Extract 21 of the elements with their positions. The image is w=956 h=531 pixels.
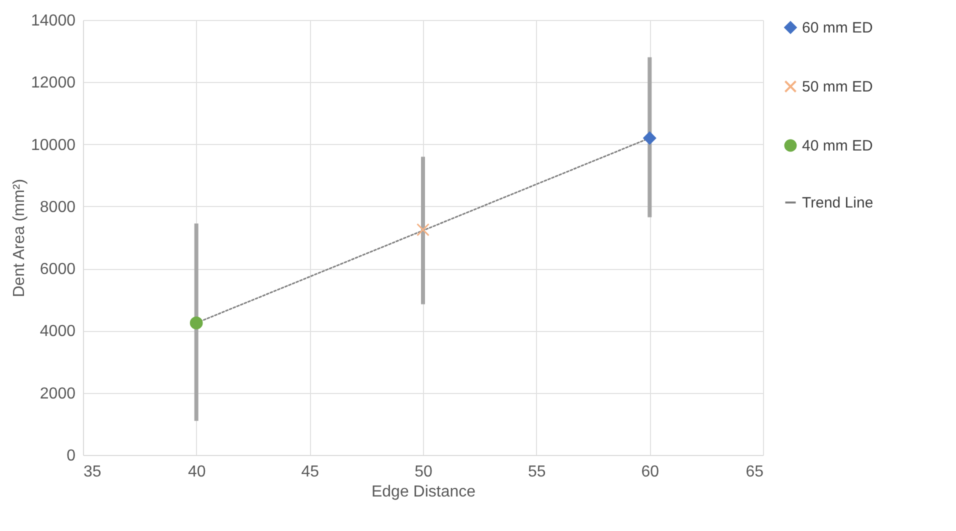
x-tick-label: 40 — [188, 464, 206, 480]
legend-label: 40 mm ED — [802, 138, 874, 154]
legend-label: 50 mm ED — [802, 78, 874, 96]
y-tick-label: 12000 — [31, 74, 76, 92]
legend-label: 60 mm ED — [802, 20, 874, 36]
y-tick-label: 0 — [66, 448, 76, 464]
x-tick-label: 65 — [746, 464, 764, 480]
y-tick-label: 14000 — [31, 12, 76, 30]
y-axis-title: Dent Area (mm²) — [11, 178, 28, 298]
legend-label: Trend Line — [802, 194, 874, 212]
x-tick-label: 55 — [528, 464, 546, 480]
y-tick-label: 10000 — [31, 136, 76, 154]
x-tick-label: 35 — [84, 464, 102, 480]
x-axis-title: Edge Distance — [371, 484, 476, 500]
x-tick-label: 60 — [641, 464, 660, 480]
y-tick-label: 2000 — [40, 385, 76, 402]
y-tick-label: 6000 — [40, 261, 76, 278]
x-tick-label: 45 — [301, 464, 320, 480]
y-tick-label: 8000 — [40, 198, 76, 216]
y-tick-label: 4000 — [40, 323, 76, 340]
x-tick-label: 50 — [414, 464, 432, 480]
